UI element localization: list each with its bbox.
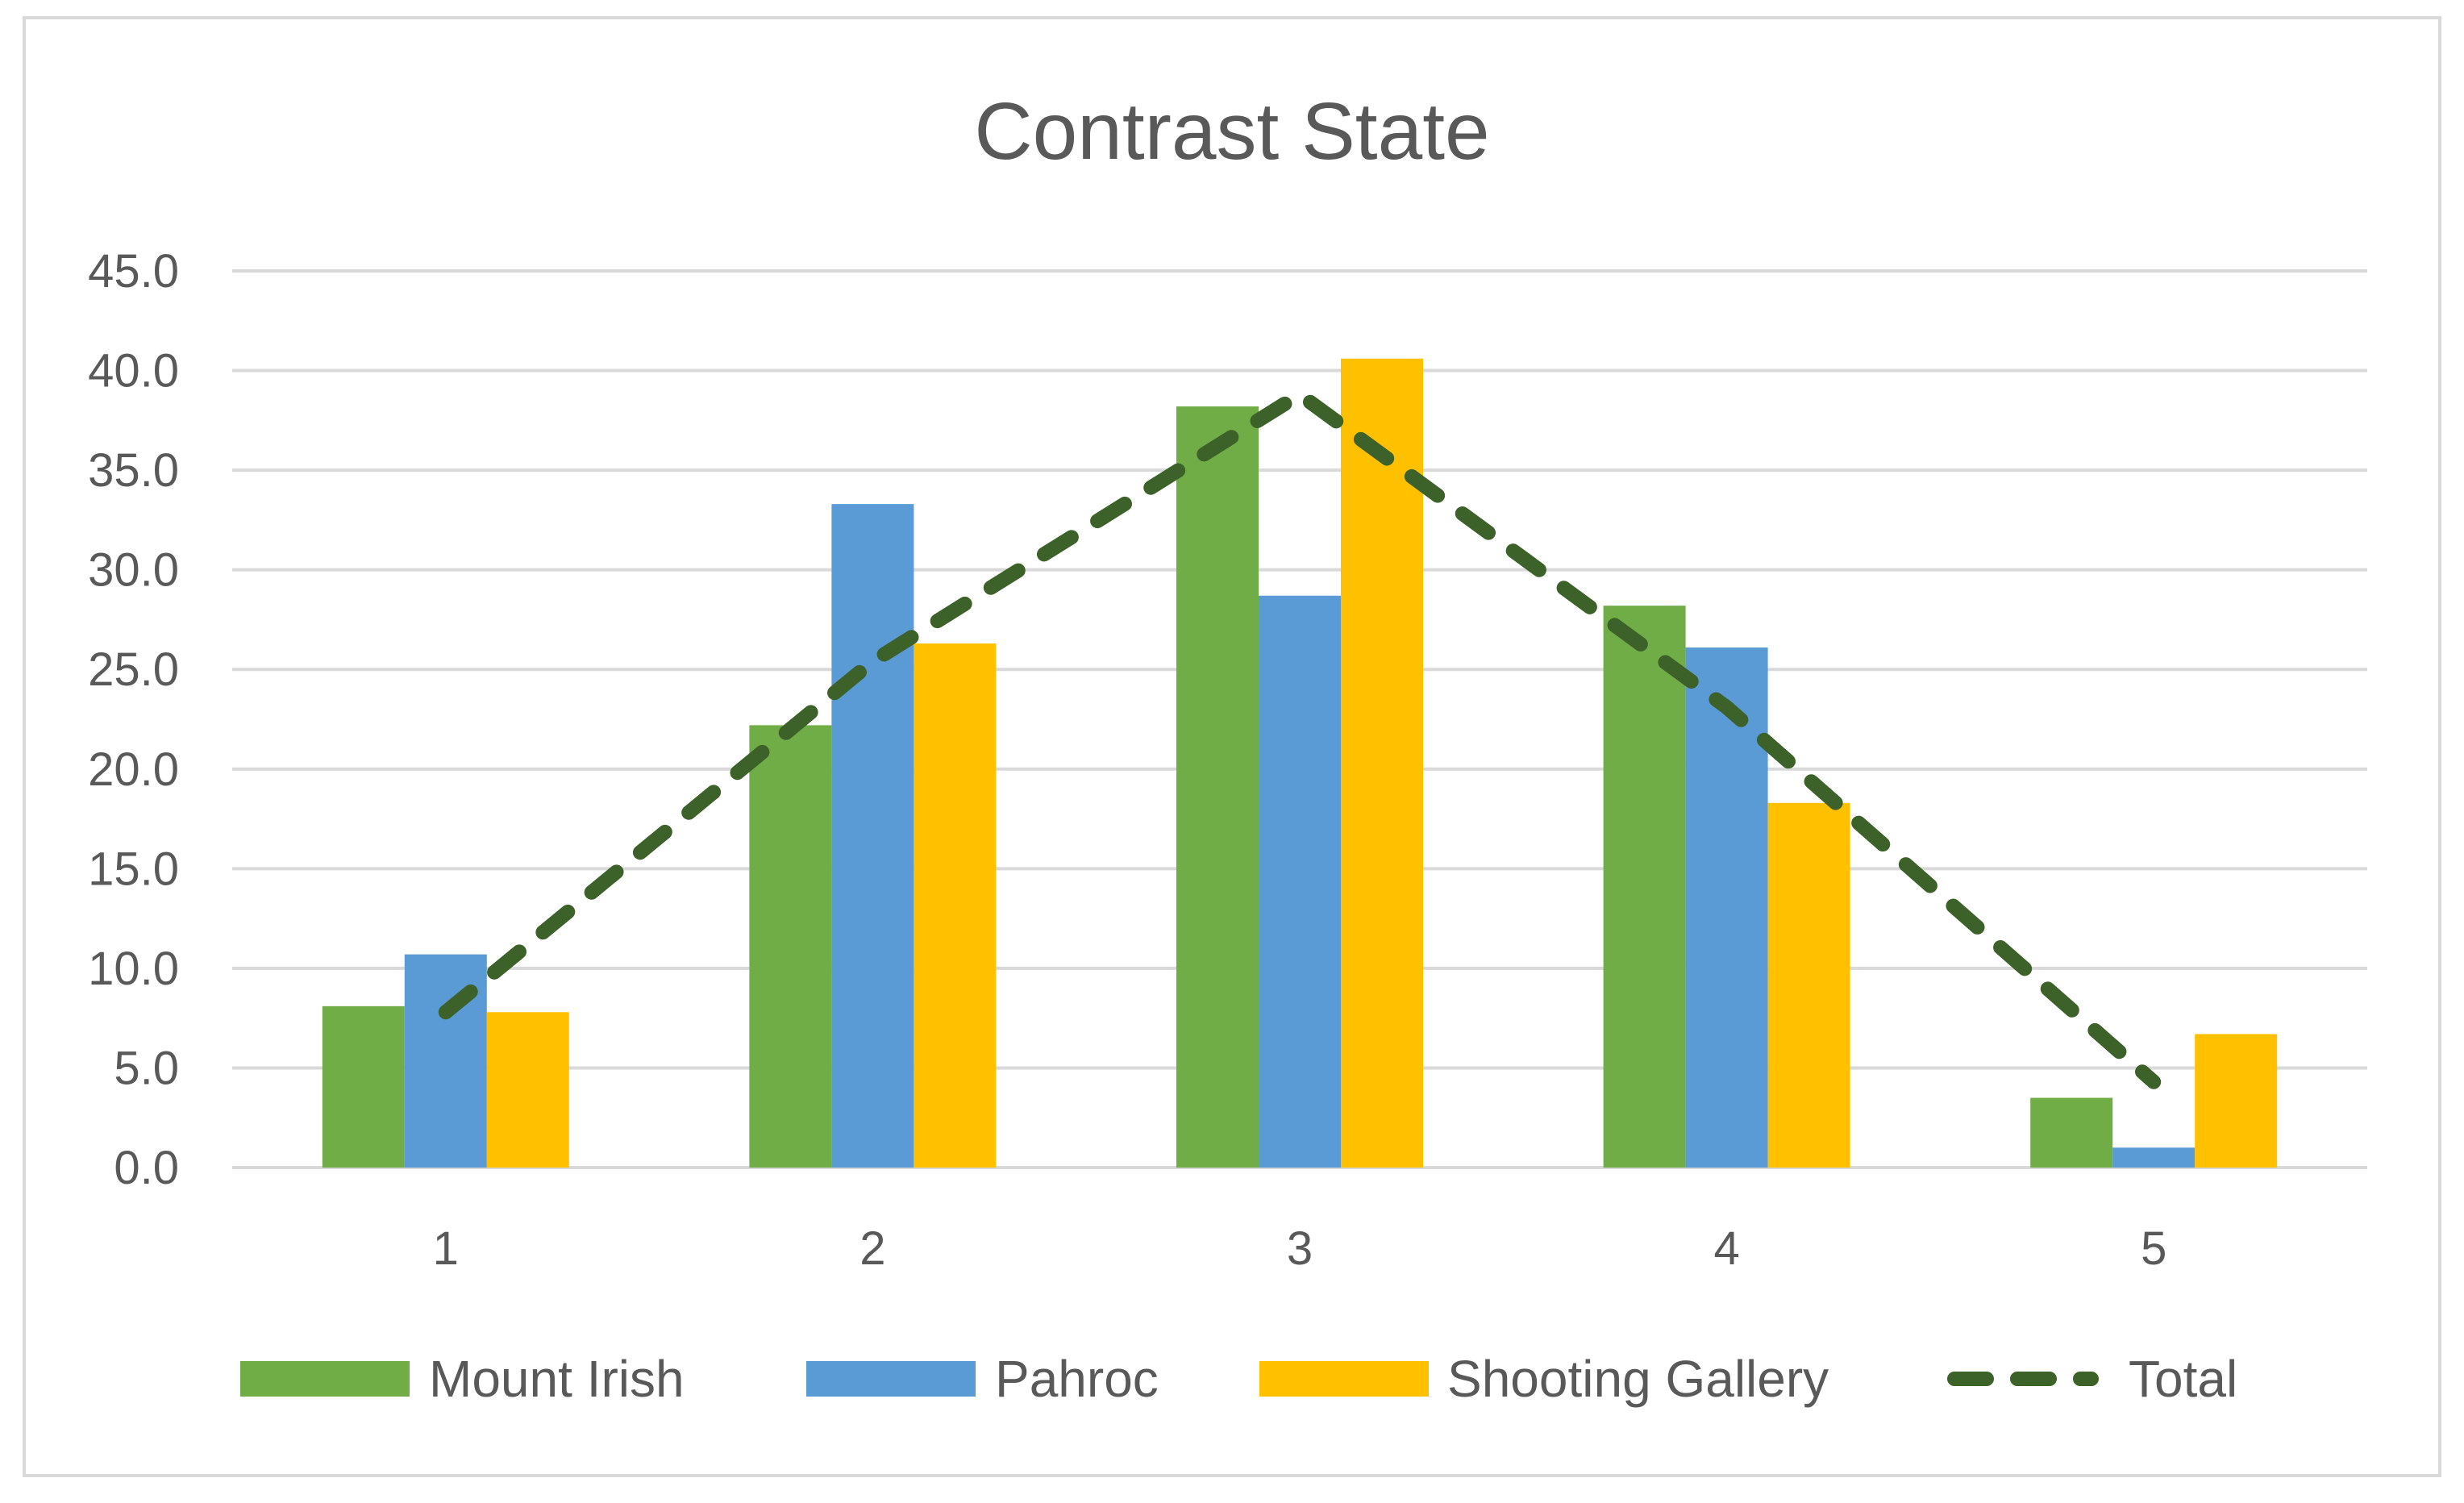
chart-title: Contrast State (974, 86, 1489, 177)
legend-swatch (240, 1361, 410, 1397)
bar (749, 725, 832, 1168)
bar (322, 1005, 405, 1168)
x-tick-label: 1 (433, 1222, 459, 1275)
y-tick-label: 15.0 (88, 843, 179, 895)
bar (2112, 1147, 2196, 1168)
y-tick-label: 20.0 (88, 743, 179, 796)
bar (914, 643, 997, 1168)
bar (831, 504, 914, 1168)
x-tick-label: 2 (859, 1222, 885, 1275)
x-axis-ticks: 1 2 3 4 5 (433, 1222, 2167, 1275)
y-axis-ticks: 0.0 5.0 10.0 15.0 20.0 25.0 30.0 35.0 40.0 45.0 (88, 245, 179, 1194)
bar (1259, 595, 1341, 1168)
total-line (438, 387, 2162, 1089)
bar (1767, 802, 1850, 1168)
y-tick-label: 0.0 (114, 1142, 179, 1194)
total-line-layer (438, 387, 2162, 1089)
bar (1603, 606, 1686, 1168)
x-tick-label: 4 (1713, 1222, 1739, 1275)
y-tick-label: 30.0 (88, 544, 179, 597)
y-tick-label: 35.0 (88, 444, 179, 497)
gridlines (232, 269, 2367, 1169)
y-tick-label: 45.0 (88, 245, 179, 298)
y-tick-label: 10.0 (88, 943, 179, 995)
x-tick-label: 3 (1287, 1222, 1313, 1275)
legend-label: Total (2129, 1350, 2237, 1408)
x-tick-label: 5 (2141, 1222, 2166, 1275)
bar (1176, 406, 1259, 1168)
bars (322, 358, 2278, 1168)
legend-swatch (1259, 1361, 1429, 1397)
y-tick-label: 5.0 (114, 1042, 179, 1094)
y-tick-label: 40.0 (88, 345, 179, 398)
legend-label: Pahroc (995, 1350, 1159, 1408)
bar (1341, 358, 1423, 1168)
bar (486, 1012, 569, 1168)
bar (2030, 1097, 2113, 1168)
legend: Mount Irish Pahroc Shooting Gallery Total (240, 1350, 2237, 1408)
legend-label: Mount Irish (429, 1350, 685, 1408)
legend-swatch (806, 1361, 976, 1397)
legend-label: Shooting Gallery (1447, 1350, 1829, 1408)
bar (2195, 1034, 2278, 1168)
y-tick-label: 25.0 (88, 643, 179, 696)
bar (1685, 647, 1768, 1168)
